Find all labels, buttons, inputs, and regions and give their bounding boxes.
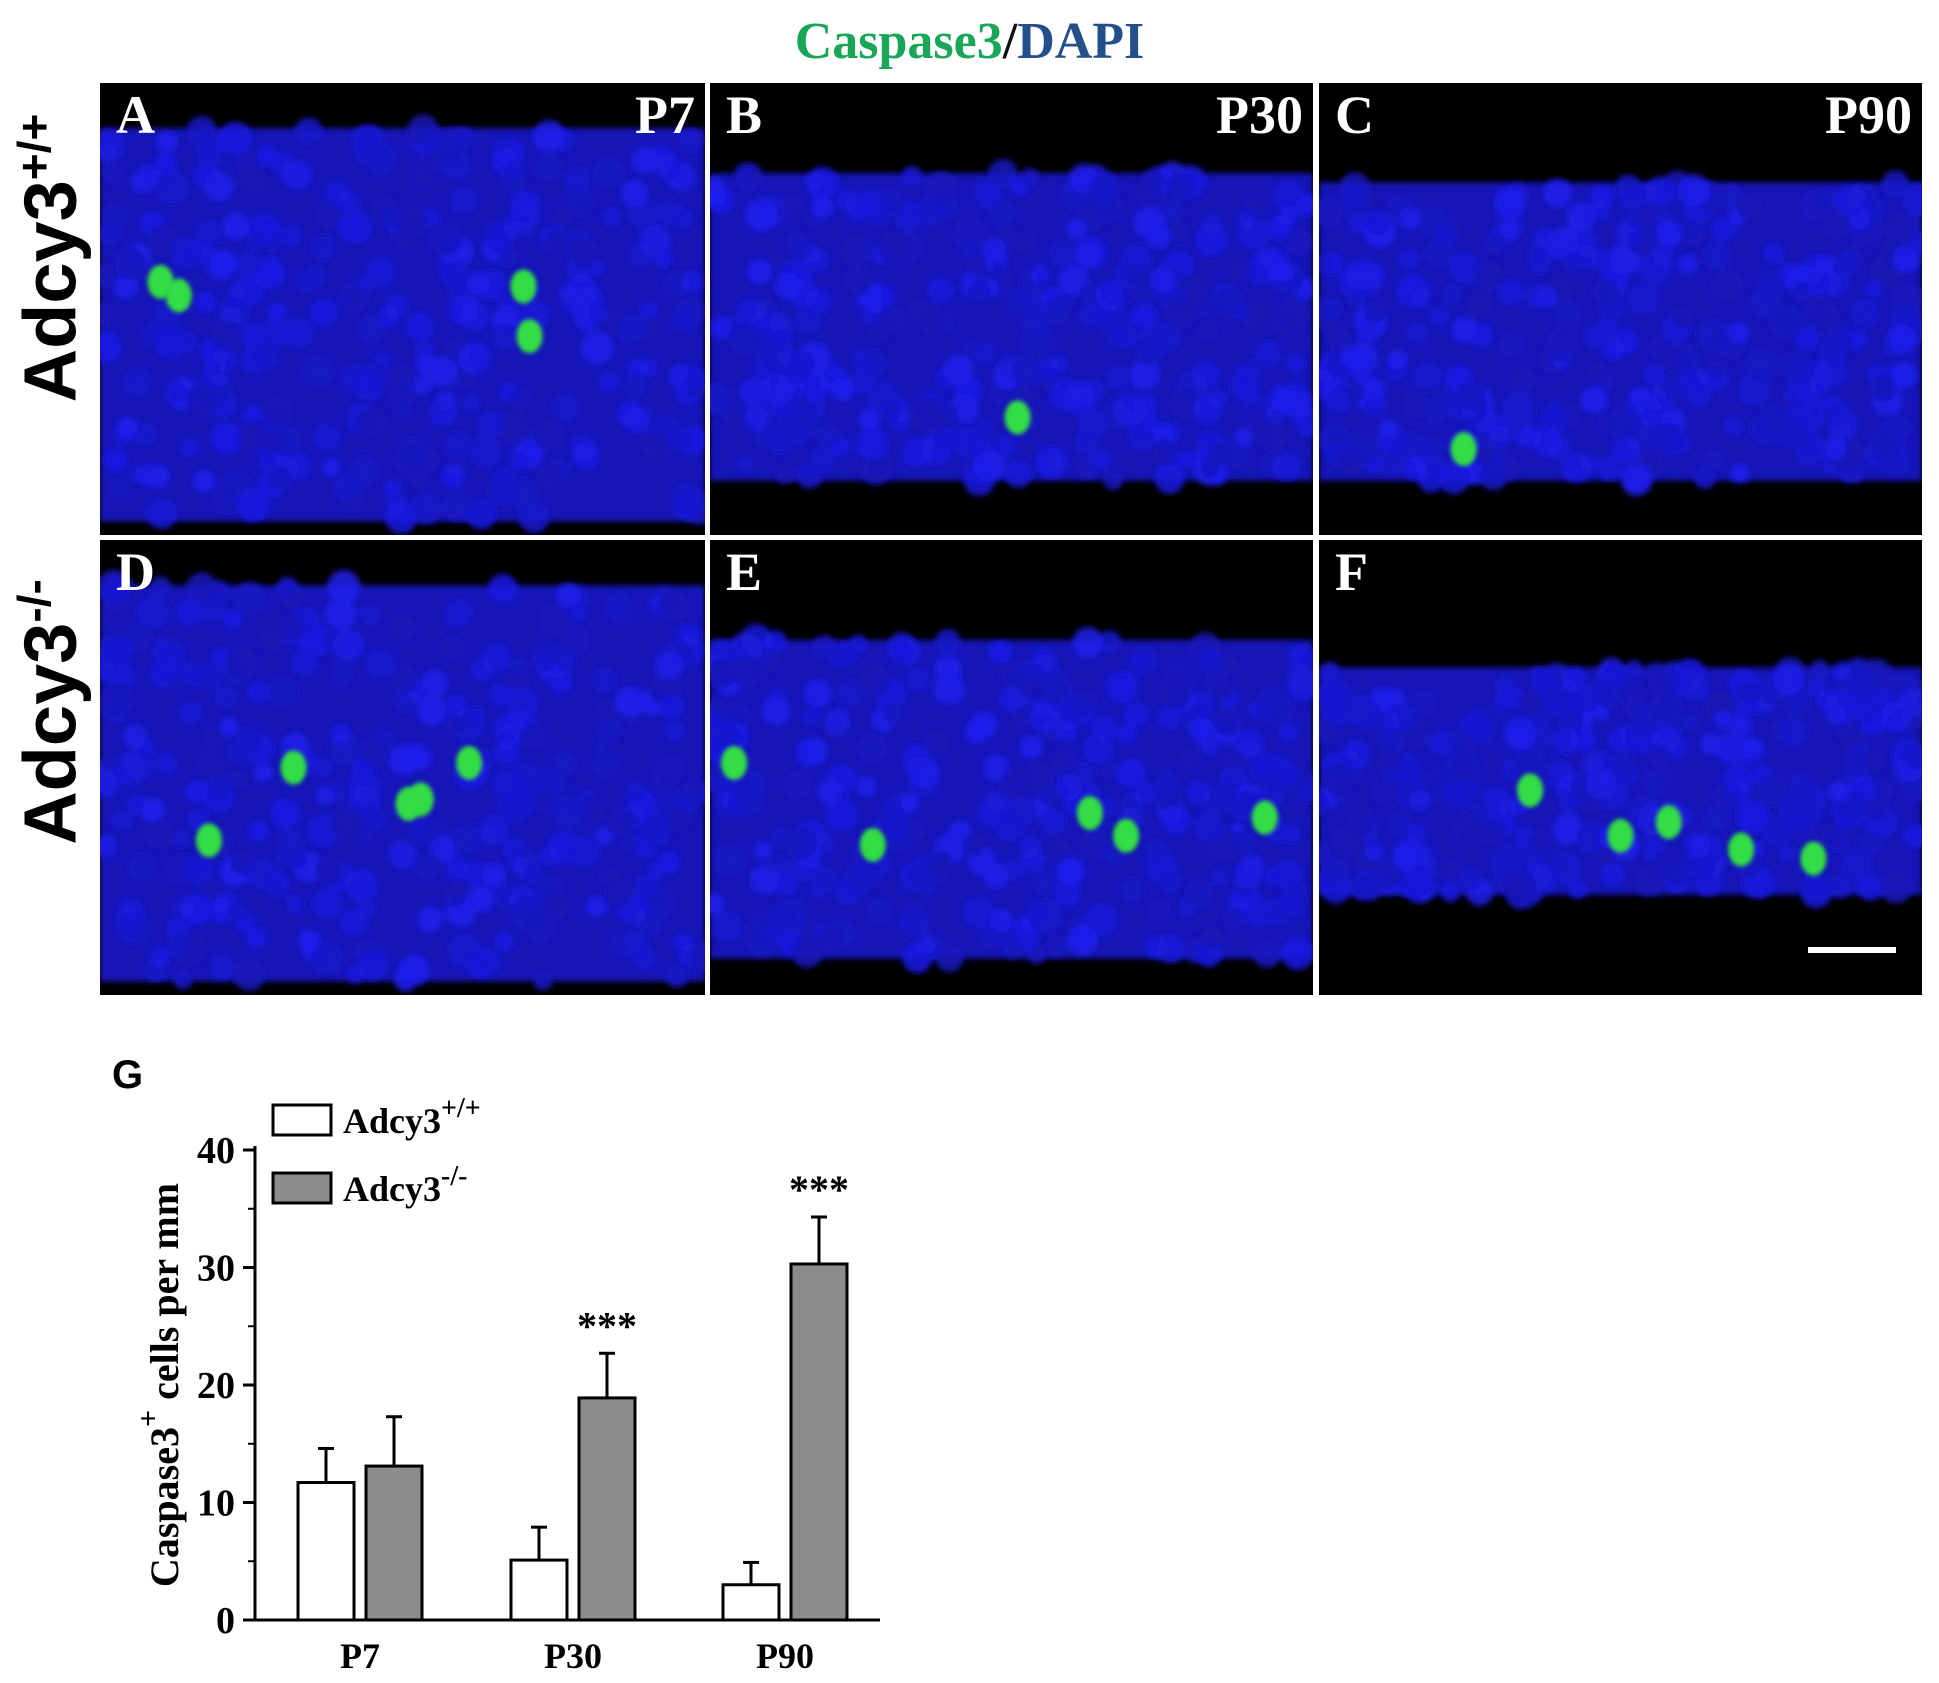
x-tick-label: P90 (756, 1636, 814, 1676)
y-tick-label: 20 (197, 1365, 235, 1407)
x-tick-label: P30 (544, 1636, 602, 1676)
title-caspase3: Caspase3 (794, 13, 1003, 70)
x-tick-label: P7 (340, 1636, 380, 1676)
micrograph-panel-b: B P30 (710, 83, 1313, 535)
y-tick-label: 30 (197, 1248, 235, 1290)
panel-letter: A (116, 85, 155, 145)
y-tick-label: 40 (197, 1130, 235, 1172)
legend-label: Adcy3-/- (343, 1161, 467, 1209)
bar-knockout-p90 (789, 1262, 849, 1622)
panel-letter: C (1335, 85, 1374, 145)
micrograph-panel-c: C P90 (1319, 83, 1922, 535)
panel-age-label: P7 (635, 85, 695, 145)
panel-age-label: P90 (1825, 85, 1912, 145)
scale-bar (1808, 947, 1896, 953)
bar-knockout-p30 (577, 1396, 637, 1622)
panel-letter: D (116, 542, 155, 602)
bar-knockout-p7 (364, 1464, 424, 1622)
panel-letter: B (726, 85, 762, 145)
panel-letter-g: G (112, 1053, 143, 1097)
micrograph-grid: A P7 B P30 C P90 D E F (98, 81, 1924, 997)
figure-title: Caspase3/DAPI (0, 12, 1939, 71)
bar-wildtype-p90 (721, 1583, 781, 1622)
bar-wildtype-p7 (296, 1481, 356, 1622)
bar-wildtype-p30 (509, 1558, 569, 1622)
micrograph-panel-d: D (100, 540, 705, 995)
significance-marker: *** (789, 1167, 849, 1212)
panel-letter: E (726, 542, 762, 602)
micrograph-panel-a: A P7 (100, 83, 705, 535)
y-tick-label: 10 (197, 1483, 235, 1525)
micrograph-panel-f: F (1319, 540, 1922, 995)
chart-legend: Adcy3+/+ Adcy3-/- (271, 1093, 481, 1209)
legend-label: Adcy3+/+ (343, 1093, 481, 1141)
panel-letter: F (1335, 542, 1368, 602)
y-tick-label: 0 (216, 1600, 235, 1642)
panel-age-label: P30 (1216, 85, 1303, 145)
legend-swatch (271, 1103, 333, 1137)
y-axis-label: Caspase3+ cells per mm (132, 1183, 187, 1587)
micrograph-panel-e: E (710, 540, 1313, 995)
significance-marker: *** (577, 1303, 637, 1348)
title-dapi: DAPI (1017, 13, 1145, 70)
legend-swatch (271, 1171, 333, 1205)
title-separator: / (1002, 13, 1018, 70)
